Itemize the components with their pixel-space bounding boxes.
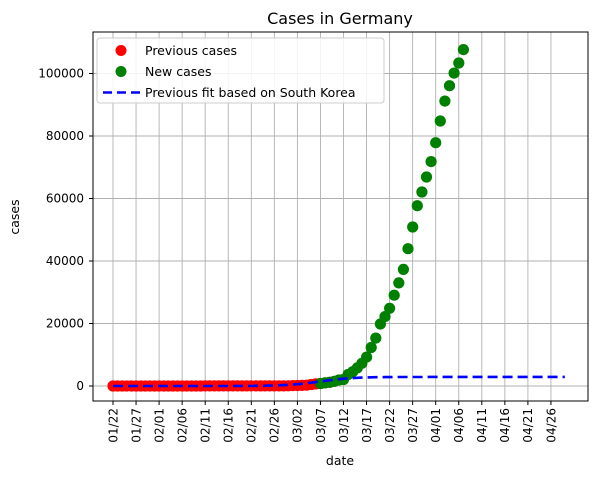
x-tick-label: 02/01 <box>152 408 166 443</box>
x-tick-labels: 01/22 01/27 02/01 02/06 02/11 02/16 02/21 02/26… <box>106 408 558 443</box>
legend-label: New cases <box>145 64 212 79</box>
x-tick-label: 03/12 <box>337 408 351 443</box>
x-tick-label: 03/27 <box>406 408 420 443</box>
x-tick-label: 02/26 <box>268 408 282 443</box>
axis-ticks <box>89 73 552 405</box>
chart-title: Cases in Germany <box>267 9 413 28</box>
data-point <box>402 243 414 255</box>
plot-border <box>92 31 589 402</box>
x-tick-label: 03/02 <box>291 408 305 443</box>
legend-marker-dot <box>115 45 127 56</box>
y-tick-label: 0 <box>76 379 84 393</box>
legend-box <box>96 37 385 104</box>
data-point <box>397 263 409 275</box>
y-tick-labels: 0 20000 40000 60000 80000 100000 <box>38 67 84 394</box>
data-point <box>430 137 442 149</box>
data-point <box>448 67 460 79</box>
x-tick-label: 04/06 <box>452 408 466 443</box>
y-tick-label: 80000 <box>46 129 84 143</box>
legend-label: Previous fit based on South Korea <box>145 85 356 100</box>
data-point <box>393 277 405 289</box>
data-point <box>384 302 396 314</box>
y-tick-label: 60000 <box>46 192 84 206</box>
data-point <box>361 351 373 363</box>
x-tick-label: 02/11 <box>199 408 213 443</box>
y-tick-label: 20000 <box>46 317 84 331</box>
data-point <box>388 289 400 301</box>
data-point <box>425 156 437 168</box>
data-point <box>416 186 428 198</box>
data-point <box>443 80 456 92</box>
x-tick-label: 01/27 <box>129 408 143 443</box>
x-tick-label: 04/16 <box>498 408 512 443</box>
data-point <box>365 341 377 354</box>
data-point <box>457 44 469 56</box>
y-tick-label: 40000 <box>46 254 84 268</box>
x-tick-label: 02/21 <box>245 408 259 443</box>
x-tick-label: 03/22 <box>383 408 397 443</box>
data-point <box>439 95 451 107</box>
x-tick-label: 02/06 <box>175 408 189 443</box>
fit-line <box>113 375 565 388</box>
x-tick-label: 04/01 <box>429 408 443 443</box>
series-new-cases <box>314 44 469 390</box>
x-tick-label: 01/22 <box>106 408 120 443</box>
x-tick-label: 03/07 <box>314 408 328 443</box>
x-tick-label: 03/17 <box>360 408 374 443</box>
data-point <box>370 332 382 344</box>
data-series <box>107 44 565 392</box>
data-point <box>434 115 446 127</box>
legend: Previous cases New cases Previous fit base… <box>96 37 385 104</box>
data-point <box>411 200 423 212</box>
y-tick-label: 100000 <box>38 67 84 81</box>
x-axis-label: date <box>326 453 354 468</box>
data-point <box>407 221 419 233</box>
x-tick-label: 04/11 <box>475 408 489 443</box>
data-point <box>420 171 433 183</box>
x-tick-label: 02/16 <box>222 408 236 443</box>
y-axis-label: cases <box>7 199 22 234</box>
legend-marker-dot <box>115 66 127 77</box>
x-tick-label: 04/21 <box>521 408 535 443</box>
legend-label: Previous cases <box>145 43 237 58</box>
data-point <box>379 311 391 323</box>
x-tick-label: 04/26 <box>544 408 558 443</box>
data-point <box>453 57 465 69</box>
